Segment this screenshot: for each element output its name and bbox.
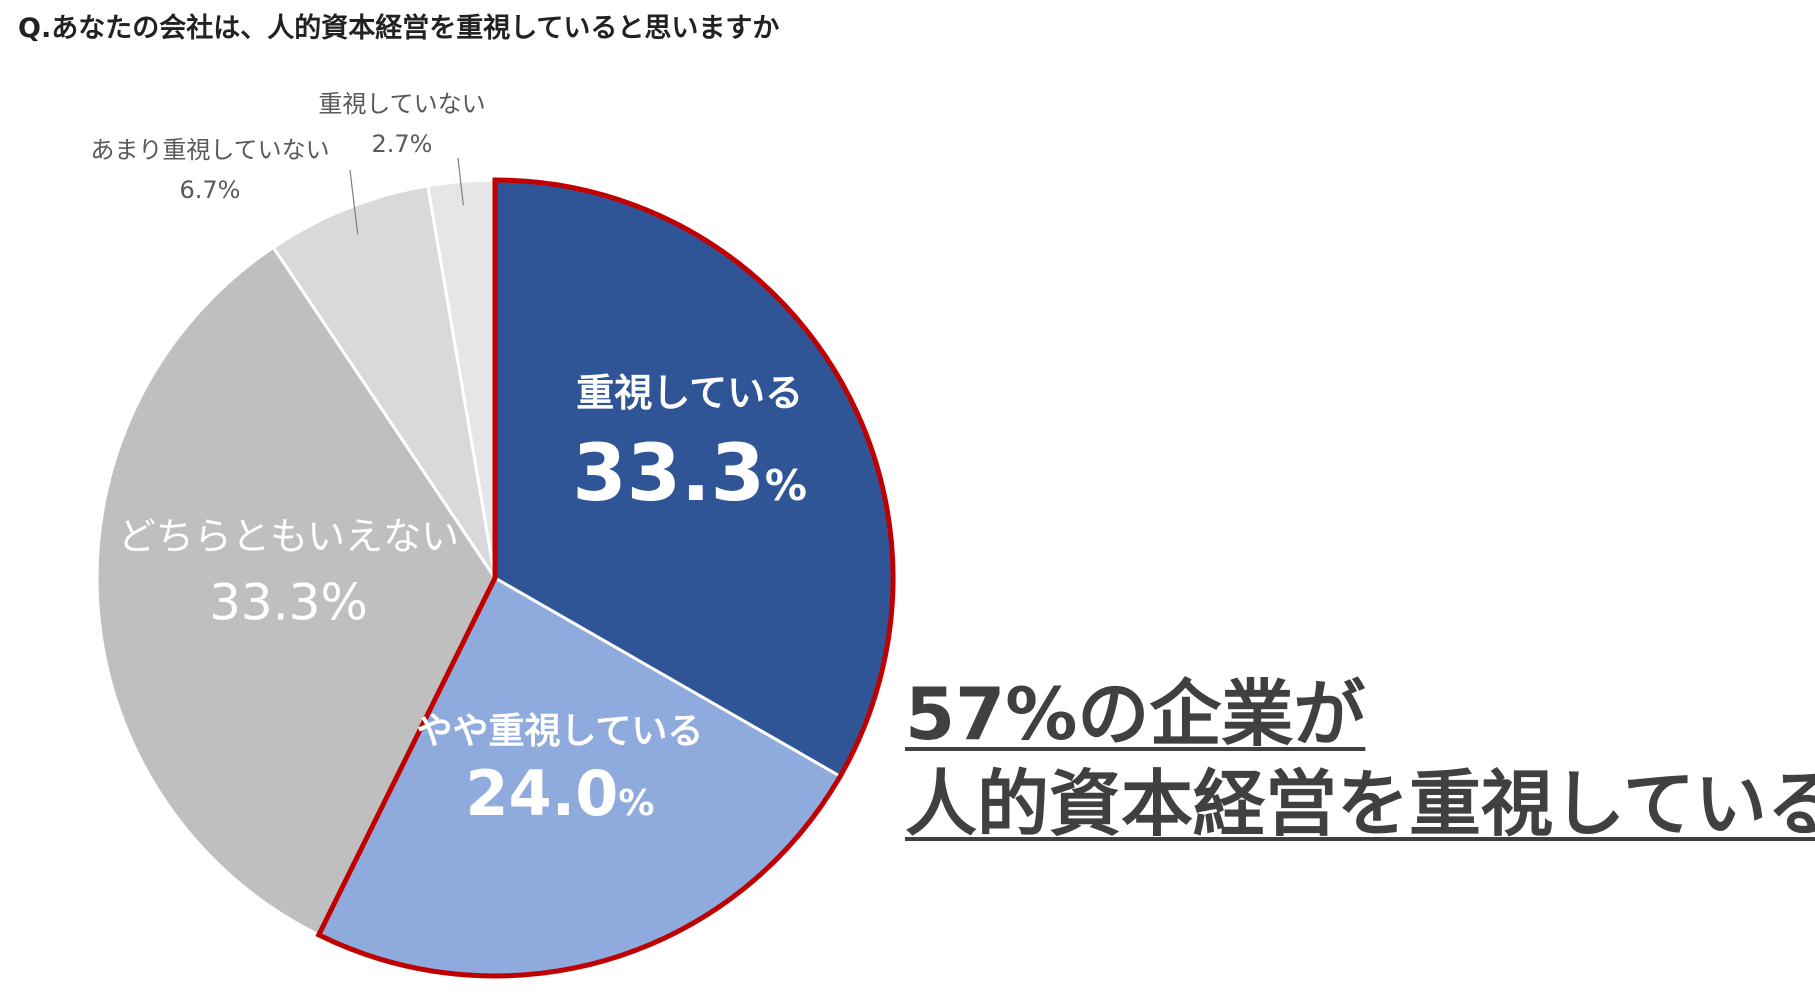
leader-line [349,169,359,235]
pie-slice [271,183,497,579]
highlight-border [315,177,896,979]
callout-line-1: 57%の企業が [905,672,1366,756]
chart-title: Q.あなたの会社は、人的資本経営を重視していると思いますか [18,13,780,44]
slice-label-value: 33.3% [572,429,807,519]
slice-label-name: どちらともいえない [118,515,459,559]
slice-label-value: 6.7% [180,176,241,204]
slice-label-name: あまり重視していない [90,136,329,164]
callout-line-2: 人的資本経営を重視している [905,762,1815,846]
slice-label-name: 重視していない [318,90,485,118]
slice-label-name: やや重視している [416,711,703,752]
slice-label-value: 33.3% [209,574,368,632]
pie-slice [95,245,497,937]
leader-line [457,157,464,206]
slice-labels: 重視している 33.3% やや重視している 24.0% どちらともいえない 33.3% あま… [90,90,807,830]
slice-label-name: 重視している [576,371,803,415]
highlight-outline [315,177,896,979]
leader-lines [349,157,464,235]
slice-label-value: 24.0% [465,757,654,830]
slice-label-value: 2.7% [372,130,433,158]
pie-slices [95,178,895,978]
